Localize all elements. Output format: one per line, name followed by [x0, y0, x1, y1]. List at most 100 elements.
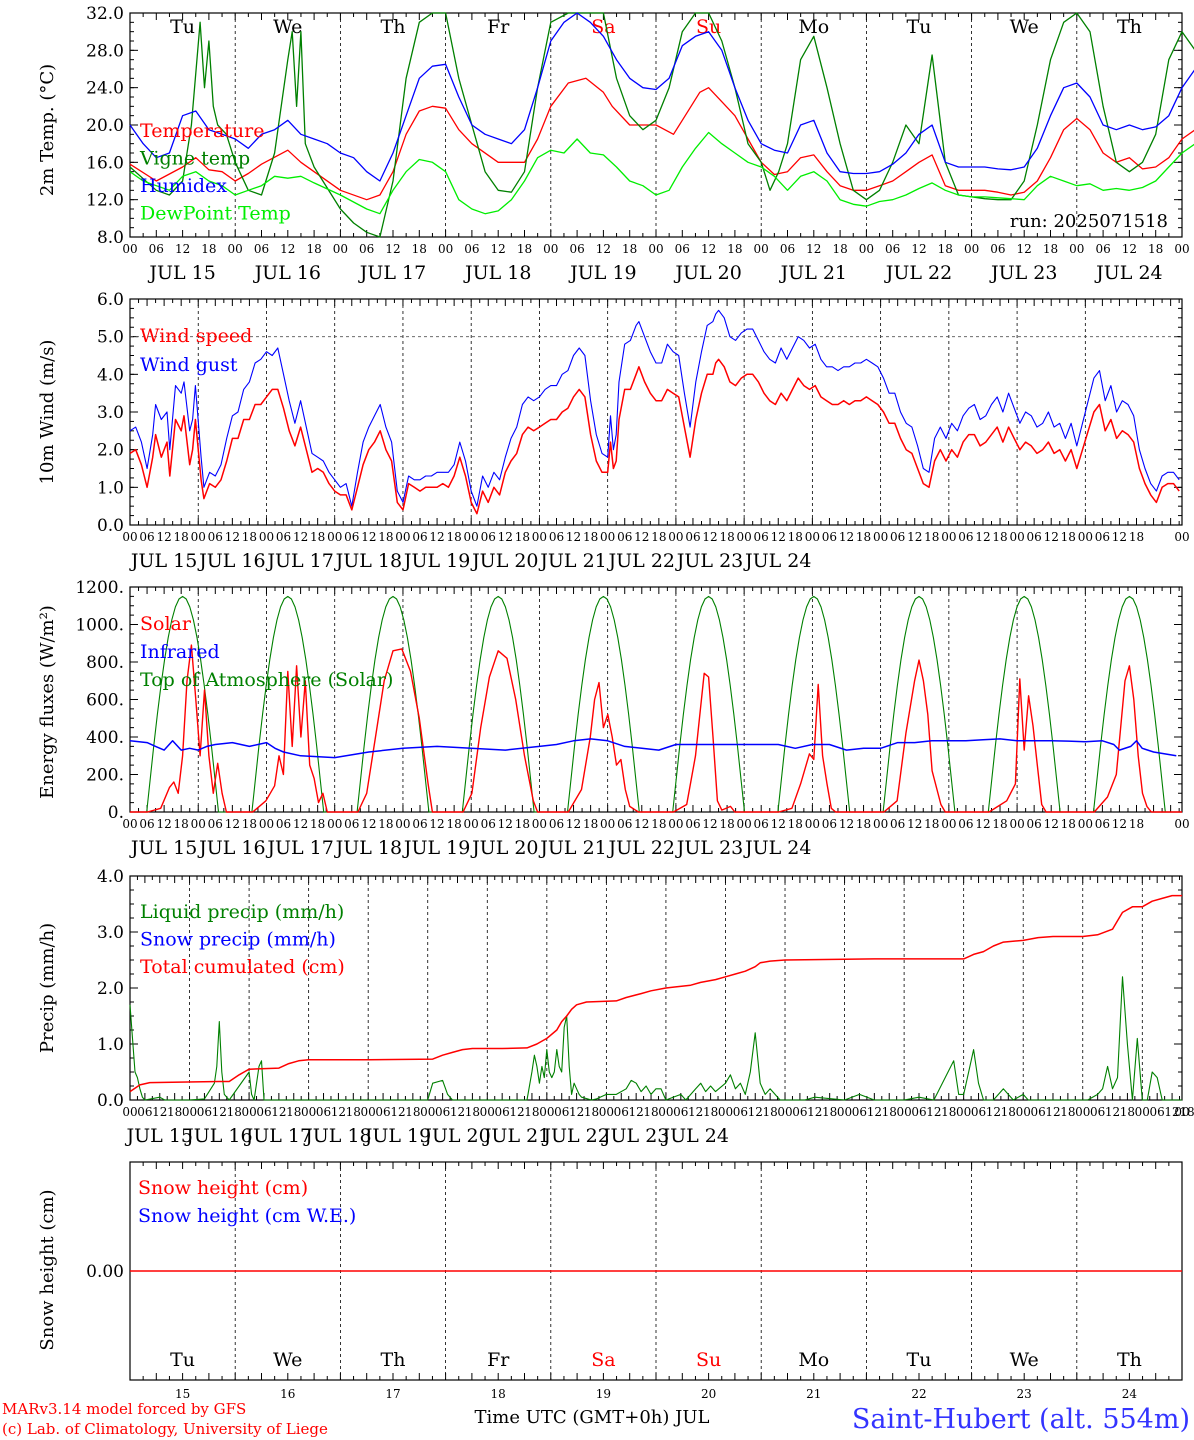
hour-tick-label: 18 [1061, 530, 1076, 544]
hour-tick-label: 12 [271, 1105, 286, 1119]
y-tick-label: 0.00 [86, 1262, 124, 1282]
hour-tick-label: 18 [515, 530, 530, 544]
footer-station: Saint-Hubert (alt. 554m) [852, 1404, 1190, 1435]
date-label: JUL 19 [402, 837, 470, 859]
hour-tick-label: 18 [651, 817, 666, 831]
legend-entry: DewPoint Temp [140, 203, 291, 225]
date-label: JUL 24 [660, 1125, 728, 1147]
hour-tick-label: 12 [566, 530, 581, 544]
hour-tick-label: 18 [1148, 242, 1163, 256]
hour-tick-label: 00 [480, 1105, 495, 1119]
weekday-label: Su [696, 16, 721, 38]
hour-tick-label: 12 [491, 242, 506, 256]
hour-tick-label: 00 [1069, 242, 1084, 256]
hour-tick-label: 06 [1095, 530, 1110, 544]
hour-tick-label: 18 [703, 1105, 718, 1119]
hour-tick-label: 12 [807, 1105, 822, 1119]
hour-tick-label: 12 [975, 817, 990, 831]
hour-tick-label: 06 [435, 1105, 450, 1119]
hour-tick-label: 00 [301, 1105, 316, 1119]
date-label: JUL 23 [601, 1125, 669, 1147]
date-label: JUL 17 [244, 1125, 312, 1147]
hour-tick-label: 18 [622, 242, 637, 256]
hour-tick-label: 06 [852, 1105, 867, 1119]
legend-entry: Solar [140, 613, 192, 635]
hour-tick-label: 06 [208, 530, 223, 544]
date-label: JUL 18 [334, 837, 402, 859]
hour-tick-label: 18 [286, 1105, 301, 1119]
y-tick-label: 28.0 [86, 41, 124, 61]
footer-credit-lab: (c) Lab. of Climatology, University of L… [2, 1420, 328, 1438]
hour-tick-label: 12 [911, 242, 926, 256]
hour-tick-label: 06 [254, 242, 269, 256]
weekday-label: Fr [487, 16, 510, 38]
y-tick-label: 8.0 [97, 228, 124, 248]
y-tick-label: 5.0 [97, 328, 124, 348]
y-tick-label: 3.0 [97, 923, 124, 943]
hour-tick-label: 12 [1044, 817, 1059, 831]
hour-tick-label: 00 [333, 242, 348, 256]
weekday-label: Th [381, 1349, 406, 1371]
x-axis-time-label: Time UTC (GMT+0h) JUL [475, 1407, 710, 1428]
hour-tick-label: 12 [156, 817, 171, 831]
date-label: JUL 21 [538, 837, 606, 859]
hour-tick-label: 00 [182, 1105, 197, 1119]
date-label: JUL 16 [197, 837, 265, 859]
hour-tick-label: 06 [1150, 1105, 1165, 1119]
hour-tick-label: 00 [941, 817, 956, 831]
day-number-label: 18 [491, 1387, 506, 1401]
y-tick-label: 400. [86, 728, 124, 748]
hour-tick-label: 12 [212, 1105, 227, 1119]
weekday-label: We [273, 1349, 302, 1371]
hour-tick-label: 00 [1078, 817, 1093, 831]
hour-tick-label: 12 [498, 530, 513, 544]
hour-tick-label: 00 [395, 530, 410, 544]
date-label: JUL 20 [673, 262, 741, 284]
hour-tick-label: 18 [524, 1105, 539, 1119]
hour-tick-label: 06 [316, 1105, 331, 1119]
date-label: JUL 24 [743, 837, 811, 859]
hour-tick-label: 00 [1174, 242, 1189, 256]
hour-tick-label: 00 [668, 530, 683, 544]
hour-tick-label: 06 [1095, 817, 1110, 831]
y-tick-label: 3.0 [97, 403, 124, 423]
hour-tick-label: 00 [228, 242, 243, 256]
hour-tick-label: 00 [873, 817, 888, 831]
weekday-label: Mo [798, 1349, 829, 1371]
hour-tick-label: 06 [822, 530, 837, 544]
hour-tick-label: 06 [673, 1105, 688, 1119]
hour-tick-label: 18 [310, 530, 325, 544]
y-tick-label: 200. [86, 766, 124, 786]
date-label: JUL 19 [402, 550, 470, 572]
hour-tick-label: 18 [167, 1105, 182, 1119]
y-tick-label: 0. [108, 803, 124, 823]
hour-tick-label: 00 [464, 530, 479, 544]
date-label: JUL 17 [265, 550, 333, 572]
hour-tick-label: 00 [964, 242, 979, 256]
hour-tick-label: 00 [532, 530, 547, 544]
hour-tick-label: 06 [822, 817, 837, 831]
y-tick-label: 0.0 [97, 1091, 124, 1111]
hour-tick-label: 18 [174, 530, 189, 544]
hour-tick-label: 18 [201, 242, 216, 256]
hour-tick-label: 06 [549, 817, 564, 831]
hour-tick-label: 00 [1174, 817, 1189, 831]
hour-tick-label: 00 [1174, 530, 1189, 544]
day-number-label: 20 [701, 1387, 716, 1401]
hour-tick-label: 12 [1044, 530, 1059, 544]
y-tick-label: 2.0 [97, 979, 124, 999]
hour-tick-label: 12 [429, 530, 444, 544]
weekday-label: Th [381, 16, 406, 38]
date-label: JUL 24 [743, 550, 811, 572]
run-annotation: run: 2025071518 [1010, 211, 1168, 232]
hour-tick-label: 18 [788, 530, 803, 544]
hour-tick-label: 12 [839, 530, 854, 544]
weekday-label: Mo [798, 16, 829, 38]
hour-tick-label: 00 [805, 530, 820, 544]
y-tick-label: 12.0 [86, 191, 124, 211]
hour-tick-label: 00 [532, 817, 547, 831]
hour-tick-label: 06 [208, 817, 223, 831]
hour-tick-label: 12 [771, 530, 786, 544]
y-tick-label: 20.0 [86, 116, 124, 136]
